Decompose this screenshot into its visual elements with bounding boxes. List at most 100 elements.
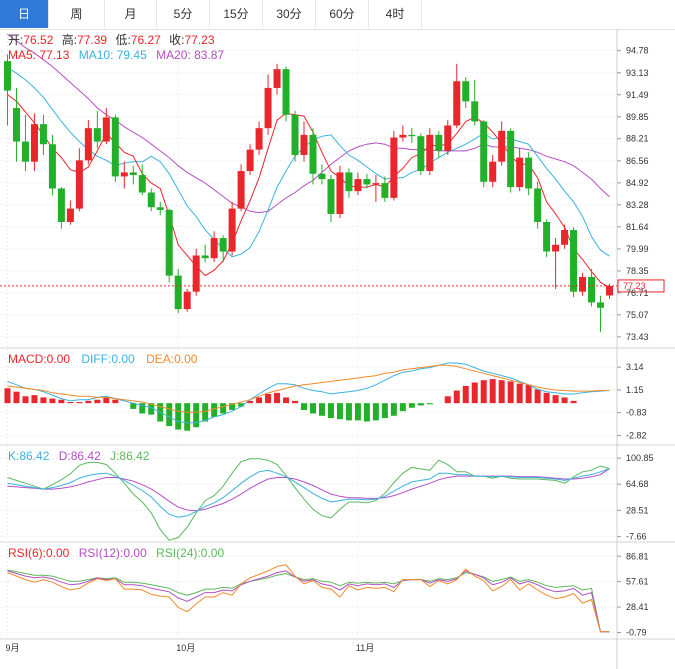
candle-up bbox=[336, 165, 344, 218]
macd-bar-positive bbox=[76, 402, 83, 404]
macd-bar-negative bbox=[372, 403, 379, 421]
price-tick-label: 89.85 bbox=[626, 112, 649, 122]
macd-bar-negative bbox=[229, 403, 236, 411]
candle-body bbox=[597, 302, 605, 308]
macd-tick-label: 1.15 bbox=[626, 385, 644, 395]
diff-line bbox=[7, 362, 610, 424]
candle-body bbox=[300, 134, 308, 155]
candle-body bbox=[102, 117, 110, 142]
tab-day[interactable]: 日 bbox=[0, 0, 49, 28]
close-label: 收: bbox=[169, 33, 184, 47]
candle-down bbox=[363, 173, 371, 189]
candle-up bbox=[273, 63, 281, 95]
macd-bar-positive bbox=[292, 400, 299, 404]
macd-bar-negative bbox=[238, 403, 245, 407]
price-panel: 77.23 bbox=[0, 33, 665, 332]
price-tick-label: 94.78 bbox=[626, 46, 649, 56]
candle-body bbox=[165, 209, 173, 276]
tab-60min[interactable]: 60分 bbox=[316, 0, 369, 28]
tab-15min[interactable]: 15分 bbox=[210, 0, 263, 28]
price-tick-label: 78.35 bbox=[626, 266, 649, 276]
candle-body bbox=[219, 238, 227, 252]
tab-30min[interactable]: 30分 bbox=[263, 0, 316, 28]
candle-up bbox=[120, 161, 128, 189]
candle-body bbox=[534, 188, 542, 222]
candle-body bbox=[390, 137, 398, 198]
open-value: 76.52 bbox=[23, 33, 53, 47]
macd-bar-negative bbox=[148, 403, 155, 415]
low-label: 低: bbox=[115, 33, 130, 47]
candle-down bbox=[3, 54, 11, 126]
candle-body bbox=[453, 81, 461, 126]
macd-bar-positive bbox=[112, 399, 119, 404]
last-price-marker: 77.23 bbox=[0, 279, 665, 293]
candle-body bbox=[444, 125, 452, 151]
candle-up bbox=[516, 148, 524, 192]
d-line bbox=[7, 468, 610, 512]
macd-tick-label: -0.83 bbox=[626, 408, 647, 418]
macd-bar-positive bbox=[516, 383, 523, 404]
macd-bar-positive bbox=[31, 395, 38, 404]
candle-up bbox=[579, 272, 587, 296]
macd-bar-negative bbox=[175, 403, 182, 430]
candle-up bbox=[246, 144, 254, 176]
macd-bar-negative bbox=[166, 403, 173, 427]
macd-bar-negative bbox=[336, 403, 343, 420]
candle-down bbox=[111, 114, 119, 182]
rsi-legend: RSI(6):0.00 RSI(12):0.00 RSI(24):0.00 bbox=[8, 546, 224, 560]
candle-body bbox=[129, 172, 137, 176]
candle-body bbox=[210, 238, 218, 259]
tab-week[interactable]: 周 bbox=[49, 0, 105, 28]
macd-bar-negative bbox=[202, 403, 209, 422]
candle-body bbox=[264, 87, 272, 129]
price-tick-label: 91.49 bbox=[626, 90, 649, 100]
candle-body bbox=[138, 175, 146, 193]
dea-line bbox=[7, 364, 610, 413]
candle-down bbox=[48, 134, 56, 196]
macd-legend-dea: DEA:0.00 bbox=[146, 352, 198, 366]
candle-body bbox=[354, 179, 362, 192]
candle-up bbox=[444, 120, 452, 155]
candle-body bbox=[147, 192, 155, 208]
candle-body bbox=[183, 291, 191, 310]
macd-bar-positive bbox=[543, 392, 550, 404]
candle-body bbox=[372, 183, 380, 185]
candle-body bbox=[426, 134, 434, 172]
candle-body bbox=[570, 230, 578, 292]
candle-body bbox=[246, 149, 254, 172]
macd-bar-positive bbox=[525, 384, 532, 404]
candle-up bbox=[489, 154, 497, 188]
macd-bar-positive bbox=[58, 399, 65, 404]
candle-up bbox=[372, 175, 380, 202]
macd-bar-negative bbox=[399, 403, 406, 412]
candle-up bbox=[255, 121, 263, 155]
candle-down bbox=[21, 114, 29, 172]
macd-tick-label: -2.82 bbox=[626, 430, 647, 440]
tab-5min[interactable]: 5分 bbox=[157, 0, 210, 28]
macd-bar-positive bbox=[444, 396, 451, 404]
macd-bar-positive bbox=[274, 392, 281, 404]
candle-down bbox=[291, 110, 299, 162]
macd-panel bbox=[4, 362, 610, 431]
kline-chart: 77.23 94.78 93.13 91.49 89.85 88.21 86.56 84.9… bbox=[0, 29, 675, 669]
kdj-tick-label: -7.66 bbox=[626, 531, 647, 541]
candle-body bbox=[48, 144, 56, 189]
price-tick-label: 83.28 bbox=[626, 200, 649, 210]
candle-body bbox=[579, 276, 587, 292]
candle-down bbox=[39, 114, 47, 155]
macd-bar-negative bbox=[408, 403, 415, 408]
candle-body bbox=[201, 255, 209, 259]
candle-body bbox=[309, 134, 317, 174]
j-line bbox=[7, 458, 610, 541]
candle-body bbox=[345, 172, 353, 192]
tab-4hour[interactable]: 4时 bbox=[369, 0, 422, 28]
candle-body bbox=[588, 276, 596, 303]
candle-body bbox=[66, 208, 74, 222]
close-value: 77.23 bbox=[185, 33, 215, 47]
candle-up bbox=[183, 289, 191, 312]
tab-month[interactable]: 月 bbox=[105, 0, 157, 28]
macd-bar-positive bbox=[67, 402, 74, 404]
candle-up bbox=[552, 238, 560, 290]
candle-body bbox=[525, 157, 533, 189]
candle-body bbox=[75, 160, 83, 209]
